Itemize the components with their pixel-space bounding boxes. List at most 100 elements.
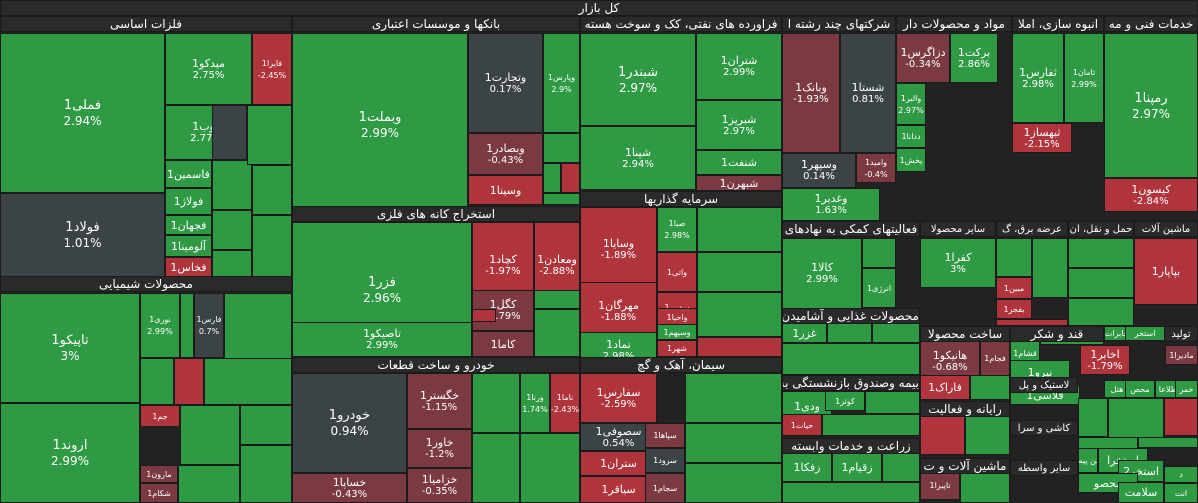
- stock-tile[interactable]: سرود1: [645, 448, 685, 473]
- sector-header[interactable]: استخراج کانه های فلزی: [292, 206, 580, 222]
- stock-tile[interactable]: وپارس1 2.9%: [543, 33, 580, 133]
- sector-header[interactable]: قند و شکر: [1010, 326, 1104, 342]
- stock-tile[interactable]: پخش1: [896, 148, 926, 172]
- stock-tile[interactable]: مبین1: [996, 277, 1032, 299]
- stock-tile[interactable]: تاصیکو1 2.99%: [292, 322, 472, 357]
- stock-tile-small[interactable]: [1108, 398, 1164, 438]
- stock-tile[interactable]: شستا1 0.81%: [840, 33, 896, 153]
- sector-header[interactable]: محصولات غذایی و آشامیدن: [782, 308, 920, 324]
- stock-tile-small[interactable]: [247, 105, 292, 165]
- stock-tile-small[interactable]: [543, 163, 561, 193]
- stock-tile[interactable]: انرژی1: [862, 268, 896, 308]
- stock-tile[interactable]: وغدیر1 1.63%: [782, 188, 880, 221]
- stock-tile[interactable]: وسایا1 -1.89%: [580, 207, 657, 292]
- stock-tile-small[interactable]: [685, 373, 782, 423]
- stock-tile-small[interactable]: [180, 405, 240, 465]
- sector-header[interactable]: ماشین آلات: [1134, 221, 1198, 237]
- stock-tile[interactable]: شکام1: [140, 483, 178, 503]
- stock-tile[interactable]: خودرو1 0.94%: [292, 373, 407, 473]
- sector-header[interactable]: سرمایه گذاریها: [580, 191, 782, 207]
- sector-header[interactable]: رایانه و فعالیت: [920, 401, 1010, 417]
- stock-tile[interactable]: فارس1 0.7%: [194, 293, 224, 358]
- sector-header[interactable]: زراعت و خدمات وابسته: [782, 438, 920, 454]
- stock-tile[interactable]: وسپهم1: [657, 324, 697, 340]
- sector-header[interactable]: سیمان، آهک و گچ: [580, 357, 782, 373]
- stock-tile-small[interactable]: [1164, 398, 1198, 436]
- stock-tile[interactable]: فخاس1: [165, 257, 212, 277]
- stock-tile-small[interactable]: [1068, 238, 1134, 268]
- stock-tile[interactable]: فجهان1: [165, 215, 212, 235]
- stock-tile-small[interactable]: [561, 163, 580, 193]
- stock-tile-small[interactable]: [212, 105, 247, 160]
- stock-tile-small[interactable]: [204, 358, 292, 405]
- sector-header[interactable]: سایر محصولا: [920, 221, 996, 237]
- stock-tile-small[interactable]: [252, 215, 292, 277]
- stock-tile-small[interactable]: [212, 160, 252, 210]
- stock-tile[interactable]: شهر1: [657, 340, 697, 357]
- stock-tile[interactable]: وسپهر1 0.14%: [782, 153, 856, 188]
- stock-tile[interactable]: صبا1 2.98%: [657, 207, 697, 252]
- stock-tile-small[interactable]: [174, 358, 204, 405]
- stock-tile[interactable]: سصوفی1 0.54%: [580, 423, 657, 451]
- sector-header[interactable]: ساخت محصولا: [920, 326, 1010, 342]
- stock-tile-small[interactable]: [140, 358, 174, 405]
- stock-tile[interactable]: فجام1: [980, 341, 1010, 376]
- stock-tile[interactable]: سجام1: [645, 473, 685, 503]
- stock-tile-small[interactable]: [862, 238, 896, 268]
- stock-tile[interactable]: سفارس1 -2.59%: [580, 373, 657, 423]
- stock-tile[interactable]: فولاد1 1.01%: [0, 193, 165, 277]
- stock-tile-small[interactable]: [520, 433, 580, 503]
- stock-tile[interactable]: آلومینا1: [165, 235, 212, 257]
- stock-tile[interactable]: رمپنا1 2.97%: [1104, 33, 1198, 178]
- sector-header[interactable]: انبوه سازی، املا: [1012, 16, 1104, 32]
- stock-tile[interactable]: خاور1 -1.2%: [407, 429, 472, 468]
- sector-header[interactable]: فراورده های نفتی، کک و سوخت هسته: [580, 16, 782, 32]
- sector-header[interactable]: خدمات فنی و مه: [1104, 16, 1198, 32]
- stock-tile-small[interactable]: [212, 250, 252, 277]
- stock-tile[interactable]: اخابر1 -1.79%: [1080, 345, 1130, 375]
- stock-tile[interactable]: نوری1 2.99%: [140, 293, 180, 358]
- stock-tile[interactable]: حیات1: [782, 414, 822, 436]
- stock-tile-small[interactable]: [697, 252, 782, 292]
- stock-tile[interactable]: کوثر1: [825, 391, 865, 411]
- stock-tile-small[interactable]: [685, 423, 782, 463]
- stock-tile[interactable]: غزر1: [782, 323, 827, 343]
- stock-tile[interactable]: فولاژ1: [165, 188, 212, 215]
- stock-tile-small[interactable]: [1032, 238, 1068, 298]
- sector-header[interactable]: فلزات اساسی: [0, 16, 292, 32]
- stock-tile[interactable]: والبر1 2.97%: [896, 83, 926, 125]
- stock-tile-small[interactable]: [685, 463, 782, 503]
- stock-tile[interactable]: اروند1 2.99%: [0, 403, 140, 503]
- stock-tile-small[interactable]: [782, 343, 920, 375]
- stock-tile-small[interactable]: [970, 375, 1010, 400]
- stock-tile-small[interactable]: [178, 465, 240, 503]
- stock-tile[interactable]: کفرا1 3%: [920, 238, 996, 288]
- stock-tile[interactable]: سلامت: [1118, 482, 1164, 503]
- stock-tile[interactable]: بپاپار1: [1134, 238, 1198, 305]
- stock-tile-small[interactable]: [1138, 437, 1198, 448]
- stock-tile[interactable]: زفکا1: [782, 452, 832, 482]
- stock-tile[interactable]: واحیا1: [657, 308, 697, 327]
- sector-header[interactable]: عرضه برق، گ: [996, 221, 1068, 237]
- stock-tile[interactable]: انت: [1164, 483, 1198, 503]
- stock-tile-small[interactable]: [543, 133, 580, 163]
- stock-tile[interactable]: وبصادر1 -0.43%: [468, 133, 543, 175]
- stock-tile[interactable]: کیسون1 -2.84%: [1104, 178, 1198, 212]
- stock-tile[interactable]: فایرا1 -2.45%: [252, 33, 292, 105]
- stock-tile[interactable]: خگستر1 -1.15%: [407, 373, 472, 429]
- sector-header[interactable]: فعالیتهای کمکی به نهادهای: [782, 221, 920, 237]
- stock-tile[interactable]: خمر: [1175, 380, 1198, 398]
- stock-tile-small[interactable]: [180, 293, 194, 358]
- stock-tile-small[interactable]: [872, 323, 920, 343]
- stock-tile-small[interactable]: [534, 290, 580, 309]
- stock-tile-small[interactable]: [996, 238, 1032, 277]
- sector-header[interactable]: لاستیک و پل: [1010, 377, 1078, 393]
- stock-tile[interactable]: خساپا1 -0.43%: [292, 473, 407, 503]
- stock-tile[interactable]: خزامیا1 -0.35%: [407, 468, 472, 503]
- stock-tile-small[interactable]: [865, 391, 920, 414]
- sector-header[interactable]: تولید: [1164, 326, 1198, 342]
- sector-header[interactable]: بیمه وصندوق بازنشستگی به: [782, 375, 920, 391]
- stock-tile[interactable]: کالا1 2.99%: [782, 238, 862, 309]
- sector-header[interactable]: حمل و نقل، ان: [1068, 221, 1134, 237]
- stock-tile[interactable]: بفجر1: [996, 299, 1032, 319]
